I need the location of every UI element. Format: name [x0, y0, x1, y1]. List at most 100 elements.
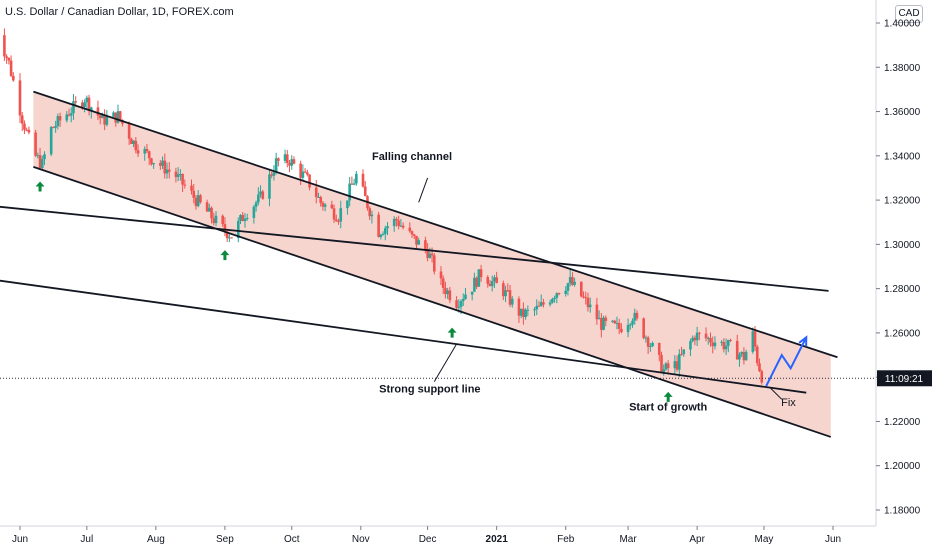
annotation-pointer [418, 177, 429, 203]
candle-body [459, 301, 463, 307]
candle-body [486, 277, 490, 284]
y-tick-label: 1.22000 [884, 417, 921, 428]
currency-badge[interactable]: CAD [895, 5, 923, 23]
candle-body [152, 163, 155, 165]
candle-body [691, 337, 694, 342]
candle-body [760, 371, 764, 383]
candle-body [261, 191, 265, 199]
candle-body [67, 114, 71, 116]
candle-body [551, 298, 554, 303]
candle-body [392, 218, 396, 227]
trendline-support-upper[interactable] [0, 205, 829, 292]
candle-body [557, 293, 561, 295]
candle-body [381, 233, 385, 235]
candle-body [635, 312, 639, 319]
candle-body [292, 159, 296, 164]
candle-body [192, 190, 196, 198]
candle-body [49, 127, 53, 155]
candle-body [145, 148, 149, 152]
candle-body [490, 281, 494, 287]
candle-body [36, 155, 40, 157]
candle-body [401, 225, 405, 228]
candle-body [259, 191, 262, 195]
candle-body [116, 111, 120, 123]
support-arrow-icon [220, 250, 230, 261]
candle-body [85, 97, 89, 103]
candle-body [432, 255, 436, 272]
candle-body [582, 296, 585, 298]
candle-body [245, 217, 249, 219]
candle-body [410, 231, 414, 235]
candle-body [751, 331, 755, 352]
candle-body [475, 277, 478, 287]
candle-body [709, 337, 712, 343]
trendline-channel-bottom[interactable] [33, 166, 832, 438]
candle-body [629, 324, 632, 326]
channel-layer [33, 91, 831, 437]
candle-body [693, 337, 697, 341]
candle-body [301, 171, 305, 178]
candle-body [346, 200, 349, 209]
candle-body [181, 174, 184, 185]
candle-body [257, 194, 260, 203]
candle-body [510, 298, 514, 305]
candle-body [96, 107, 100, 116]
candle-body [161, 160, 164, 166]
candle-body [568, 277, 572, 284]
candle-body [617, 322, 621, 329]
candles-layer [3, 28, 764, 385]
trendline-channel-top[interactable] [33, 90, 838, 359]
candle-body [633, 312, 637, 321]
candle-body [377, 214, 380, 237]
candle-body [680, 354, 683, 356]
current-time-label: 11:09:21 [885, 374, 924, 385]
candle-body [54, 126, 57, 128]
candle-body [368, 208, 372, 217]
candle-body [52, 127, 55, 129]
x-tick-label: Jun [12, 534, 28, 545]
candle-body [72, 101, 75, 114]
candle-body [399, 225, 403, 227]
candle-body [81, 102, 84, 108]
candle-body [571, 277, 574, 285]
forecast-path [765, 336, 808, 387]
candle-body [363, 186, 367, 197]
candle-body [706, 337, 710, 339]
candle-body [43, 154, 46, 160]
trendline-support-lower[interactable] [0, 278, 807, 394]
candle-body [602, 317, 605, 330]
candle-body [395, 218, 398, 221]
candle-body [323, 204, 327, 207]
x-tick-label: Jun [825, 534, 841, 545]
candle-body [755, 346, 759, 364]
annotation-layer: Falling channel Strong support line Start … [372, 151, 796, 413]
candle-body [87, 97, 91, 111]
candle-body [720, 341, 723, 343]
candle-body [444, 287, 447, 295]
candle-body [306, 172, 309, 175]
candle-body [212, 218, 216, 224]
candle-body [7, 57, 11, 61]
candle-body [18, 80, 22, 116]
candle-body [735, 340, 739, 360]
candle-body [729, 339, 732, 341]
candle-body [597, 317, 601, 320]
candle-body [519, 308, 523, 316]
candle-body [69, 113, 73, 116]
candle-body [586, 297, 590, 308]
candle-body [23, 123, 26, 130]
candle-body [223, 224, 227, 232]
candle-body [611, 320, 614, 322]
candle-body [243, 218, 247, 222]
candle-body [566, 283, 570, 291]
candle-body [386, 226, 389, 229]
candle-body [412, 234, 416, 236]
candle-body [230, 237, 233, 239]
candle-body [724, 345, 728, 350]
candle-body [98, 115, 102, 119]
y-tick-label: 1.38000 [884, 63, 921, 74]
candle-body [508, 290, 512, 305]
y-tick-label: 1.28000 [884, 284, 921, 295]
